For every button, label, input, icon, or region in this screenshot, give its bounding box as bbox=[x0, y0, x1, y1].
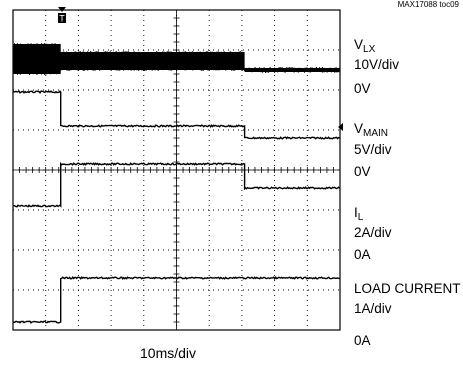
vmain-label: VMAIN bbox=[354, 121, 389, 139]
scope-traces bbox=[12, 43, 341, 324]
il-scale: 2A/div bbox=[354, 225, 392, 240]
vmain-trace bbox=[12, 90, 340, 140]
vlx-noise bbox=[12, 43, 60, 75]
vmain-ground-marker bbox=[338, 123, 343, 131]
load-current-label: LOAD CURRENT bbox=[354, 281, 461, 296]
trigger-marker: T bbox=[58, 7, 343, 131]
vlx-zero-label: 0V bbox=[354, 81, 371, 96]
il-trace bbox=[12, 161, 341, 208]
trigger-box bbox=[58, 13, 66, 23]
trigger-letter: T bbox=[59, 14, 65, 24]
il-label: IL bbox=[354, 205, 364, 223]
vlx-noise bbox=[60, 51, 245, 71]
load-current-scale: 1A/div bbox=[354, 301, 392, 316]
il-zero-label: 0A bbox=[354, 247, 371, 262]
x-axis-scale: 10ms/div bbox=[140, 345, 197, 361]
trigger-arrow bbox=[58, 7, 66, 12]
load-current-trace bbox=[12, 275, 340, 324]
vmain-scale: 5V/div bbox=[354, 142, 392, 157]
load-current-zero-label: 0A bbox=[354, 333, 371, 348]
vmain-zero-label: 0V bbox=[354, 164, 371, 179]
vlx-label: VLX bbox=[354, 37, 376, 55]
vlx-scale: 10V/div bbox=[354, 57, 400, 72]
figure-id: MAX17088 toc09 bbox=[397, 0, 459, 9]
vlx-noise bbox=[244, 67, 340, 73]
